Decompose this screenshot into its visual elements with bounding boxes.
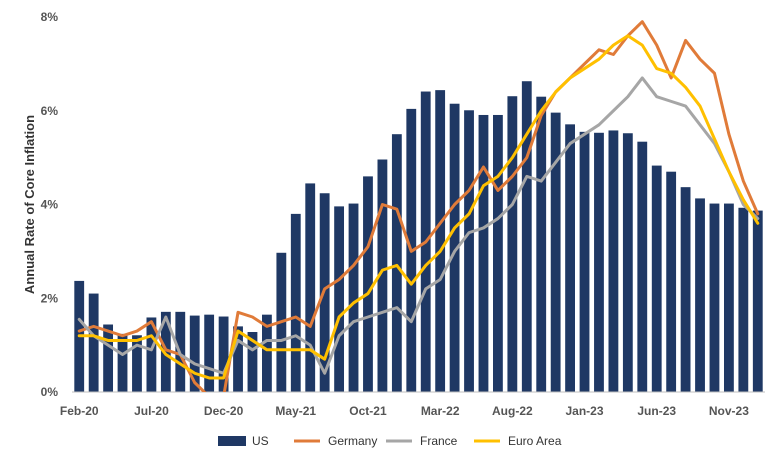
bar-us bbox=[594, 132, 604, 392]
bar-us bbox=[579, 131, 590, 392]
x-tick-label: Jan-23 bbox=[566, 404, 604, 418]
x-tick-label: Jul-20 bbox=[134, 404, 169, 418]
bar-us bbox=[391, 134, 402, 392]
bar-us bbox=[377, 159, 388, 392]
bar-us bbox=[103, 324, 114, 392]
bar-us bbox=[536, 96, 547, 392]
legend-swatch-us bbox=[218, 436, 246, 446]
x-tick-label: Jun-23 bbox=[637, 404, 676, 418]
bar-us bbox=[493, 114, 503, 392]
bar-us bbox=[550, 112, 561, 393]
x-tick-label: Dec-20 bbox=[204, 404, 244, 418]
bar-us bbox=[363, 176, 373, 392]
bar-us bbox=[752, 210, 763, 392]
bar-us bbox=[521, 81, 532, 392]
legend-label: Euro Area bbox=[508, 434, 562, 448]
y-tick-label: 6% bbox=[41, 104, 59, 118]
legend-label: Germany bbox=[328, 434, 377, 448]
bar-us bbox=[738, 207, 749, 392]
bar-us bbox=[262, 314, 272, 392]
bar-us bbox=[724, 203, 734, 392]
legend-label: France bbox=[420, 434, 458, 448]
bar-us bbox=[435, 90, 446, 393]
bar-us bbox=[348, 203, 359, 392]
bar-us bbox=[680, 187, 691, 392]
bar-us bbox=[88, 293, 99, 392]
bar-us bbox=[651, 165, 662, 392]
bar-us bbox=[709, 203, 720, 392]
bar-us bbox=[507, 96, 518, 392]
bar-us bbox=[247, 332, 258, 392]
y-tick-label: 2% bbox=[41, 291, 59, 305]
bar-us bbox=[189, 315, 200, 392]
bar-us bbox=[218, 316, 229, 392]
bar-us bbox=[204, 314, 215, 392]
bar-us bbox=[146, 317, 157, 392]
y-tick-label: 8% bbox=[41, 10, 59, 24]
bar-us bbox=[132, 335, 142, 392]
line-germany bbox=[77, 20, 760, 392]
bar-us bbox=[565, 124, 575, 392]
bar-us bbox=[334, 206, 345, 393]
y-tick-label: 0% bbox=[41, 385, 59, 399]
y-tick-label: 4% bbox=[41, 198, 59, 212]
bar-us bbox=[233, 326, 243, 393]
x-tick-label: Mar-22 bbox=[421, 404, 460, 418]
bar-us bbox=[695, 198, 705, 392]
bar-us bbox=[305, 183, 316, 392]
bar-us bbox=[449, 103, 460, 392]
bar-us bbox=[637, 141, 648, 392]
bar-us bbox=[290, 213, 301, 393]
bar-us bbox=[478, 114, 489, 392]
x-tick-label: Feb-20 bbox=[60, 404, 99, 418]
bar-us bbox=[622, 133, 633, 392]
bar-us bbox=[117, 333, 128, 393]
bar-us bbox=[160, 311, 171, 392]
line-euro-area bbox=[77, 34, 760, 380]
x-tick-label: Aug-22 bbox=[492, 404, 533, 418]
bar-us bbox=[666, 171, 677, 392]
bar-us bbox=[464, 110, 474, 392]
x-tick-label: Nov-23 bbox=[709, 404, 749, 418]
bar-us bbox=[608, 130, 619, 392]
line-france bbox=[77, 76, 760, 375]
x-tick-label: Oct-21 bbox=[349, 404, 387, 418]
x-tick-label: May-21 bbox=[275, 404, 316, 418]
legend-label: US bbox=[252, 434, 269, 448]
y-axis-title: Annual Rate of Core Inflation bbox=[22, 115, 37, 294]
